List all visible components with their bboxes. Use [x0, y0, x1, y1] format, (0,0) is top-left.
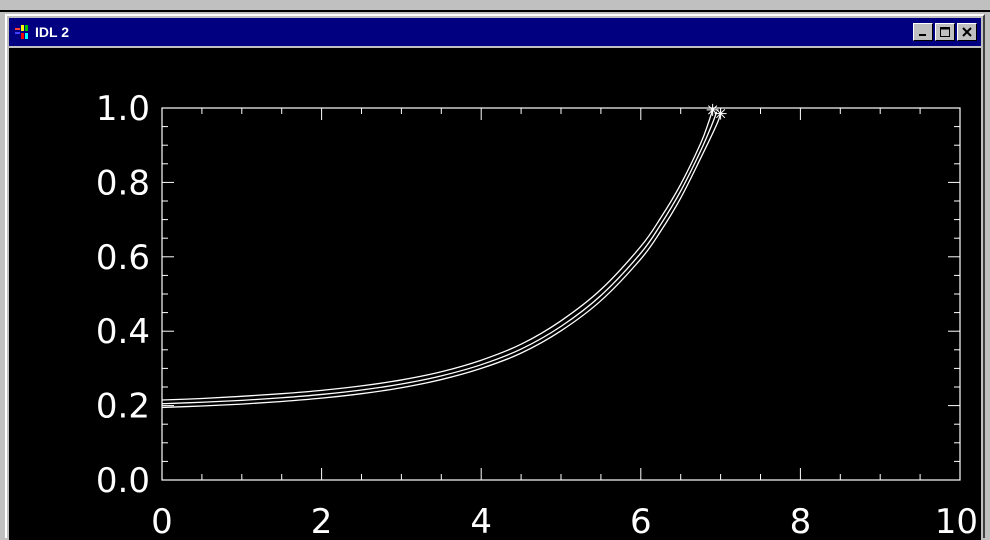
minimize-button[interactable]	[913, 23, 933, 41]
minimize-icon	[919, 34, 926, 36]
top-window-edge	[0, 0, 990, 12]
series-group	[161, 109, 722, 409]
series-line-1	[161, 109, 714, 401]
x-tick-label: 0	[151, 502, 173, 540]
x-tick-label: 8	[790, 502, 812, 540]
y-tick-label: 1.0	[96, 89, 150, 129]
window-controls	[913, 23, 977, 41]
series-line-3	[161, 113, 722, 409]
y-tick-label: 0.4	[96, 312, 150, 352]
y-tick-label: 0.2	[96, 387, 150, 427]
idl-app-icon	[15, 24, 31, 40]
x-tick-label: 2	[311, 502, 333, 540]
plot-canvas: 0 2 4 6 8 10 0.0 0.2 0.4 0.6 0.8 1.0	[9, 48, 981, 540]
series-line-2	[161, 111, 718, 405]
line-chart: 0 2 4 6 8 10 0.0 0.2 0.4 0.6 0.8 1.0	[96, 89, 978, 540]
x-tick-label: 6	[630, 502, 652, 540]
axes	[161, 107, 961, 481]
plot-frame	[161, 107, 961, 481]
title-bar[interactable]: IDL 2	[9, 18, 981, 46]
close-icon	[962, 27, 972, 37]
asterisk-marker	[714, 107, 727, 120]
y-tick-label: 0.0	[96, 461, 150, 501]
idl-window: IDL 2	[5, 14, 985, 540]
asterisk-stroke	[708, 105, 718, 115]
y-tick-label: 0.6	[96, 238, 150, 278]
x-tick-label: 4	[470, 502, 492, 540]
window-title: IDL 2	[35, 24, 69, 40]
close-button[interactable]	[957, 23, 977, 41]
marker-group	[706, 103, 727, 120]
maximize-button[interactable]	[935, 23, 955, 41]
asterisk-stroke	[716, 108, 726, 119]
x-tick-label: 10	[935, 502, 978, 540]
y-tick-label: 0.8	[96, 163, 150, 203]
tick-labels: 0 2 4 6 8 10 0.0 0.2 0.4 0.6 0.8 1.0	[96, 89, 978, 540]
maximize-icon	[940, 27, 950, 37]
